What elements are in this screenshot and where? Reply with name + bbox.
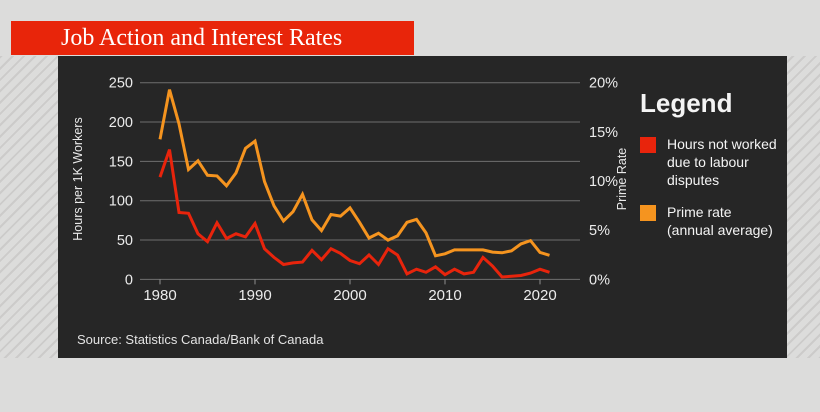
left-axis-tick-label: 100 (109, 194, 133, 210)
x-axis-tick-label: 1990 (238, 287, 271, 304)
right-axis-tick-label: 5% (589, 223, 610, 239)
left-axis-tick-label: 250 (109, 76, 133, 92)
legend-item-label: Prime rate (annual average) (667, 204, 773, 238)
source-note: Source: Statistics Canada/Bank of Canada (77, 332, 324, 347)
x-axis-tick-label: 2020 (523, 287, 556, 304)
left-axis-tick-label: 150 (109, 154, 133, 170)
left-axis-title: Hours per 1K Workers (71, 117, 85, 241)
title-banner: Job Action and Interest Rates (11, 21, 414, 55)
right-axis-tick-label: 20% (589, 76, 618, 92)
job-action-chart: 0 50 100 150 200 250 0% 5% 10% 15% 20% 1980 1990 2000… (109, 76, 618, 304)
left-axis-tick-label: 50 (117, 233, 133, 249)
x-axis-tick-label: 1980 (143, 287, 176, 304)
legend: Legend Hours not worked due to labour disp… (640, 88, 800, 253)
legend-item-label: Hours not worked due to labour disputes (667, 136, 777, 188)
legend-swatch-icon (640, 137, 656, 153)
right-axis-tick-label: 10% (589, 174, 618, 190)
x-axis-tick-label: 2000 (333, 287, 366, 304)
series-line-prime-rate (158, 89, 550, 258)
left-axis-tick-label: 200 (109, 115, 133, 131)
page-title: Job Action and Interest Rates (61, 25, 343, 51)
x-axis-tick-label: 2010 (428, 287, 461, 304)
series-line-hours-not-worked (158, 149, 550, 279)
right-axis-title: Prime Rate (615, 147, 629, 211)
legend-item: Hours not worked due to labour disputes (640, 135, 800, 189)
right-axis-tick-label: 15% (589, 125, 618, 141)
legend-items: Hours not worked due to labour disputes Pri… (640, 135, 800, 239)
legend-title: Legend (640, 88, 733, 118)
legend-item: Prime rate (annual average) (640, 203, 800, 239)
legend-swatch-icon (640, 205, 656, 221)
left-axis-tick-label: 0 (125, 272, 133, 288)
right-axis-tick-label: 0% (589, 272, 610, 288)
